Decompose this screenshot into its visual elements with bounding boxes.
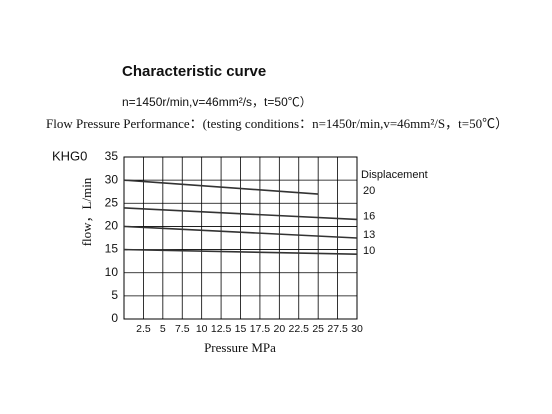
legend-label: 13 [363, 229, 375, 241]
legend-label: 10 [363, 245, 375, 257]
x-tick-label: 17.5 [250, 323, 271, 335]
legend-label: 20 [363, 185, 375, 197]
y-tick-label: 35 [105, 149, 119, 163]
y-axis-title: flow，L/min [79, 177, 94, 246]
subtitle: n=1450r/min,v=46mm²/s，t=50℃） [122, 95, 312, 109]
x-tick-label: 2.5 [136, 323, 151, 335]
chart-title: Characteristic curve [122, 63, 266, 80]
x-tick-label: 12.5 [211, 323, 232, 335]
series-line [123, 207, 358, 221]
x-tick-label: 25 [312, 323, 324, 335]
model-label: KHG0 [52, 148, 87, 163]
x-axis-title: Pressure MPa [204, 340, 276, 355]
x-tick-label: 7.5 [175, 323, 190, 335]
y-tick-label: 20 [105, 219, 119, 233]
legend-label: 16 [363, 210, 375, 222]
x-tick-label: 30 [351, 323, 363, 335]
caption: Flow Pressure Performance：(testing condi… [46, 116, 508, 131]
y-tick-label: 25 [105, 195, 119, 209]
x-tick-label: 20 [273, 323, 285, 335]
x-tick-label: 10 [196, 323, 208, 335]
series-line [123, 248, 358, 255]
x-tick-label: 5 [160, 323, 166, 335]
series-line [123, 225, 358, 239]
y-tick-label: 5 [111, 288, 118, 302]
y-tick-label: 0 [111, 311, 118, 325]
legend-title: Displacement [361, 169, 428, 181]
x-tick-label: 22.5 [289, 323, 310, 335]
x-tick-label: 27.5 [327, 323, 348, 335]
y-tick-label: 30 [105, 172, 119, 186]
y-tick-label: 15 [105, 242, 119, 256]
x-tick-label: 15 [235, 323, 247, 335]
y-tick-label: 10 [105, 265, 119, 279]
series-line [123, 179, 319, 195]
